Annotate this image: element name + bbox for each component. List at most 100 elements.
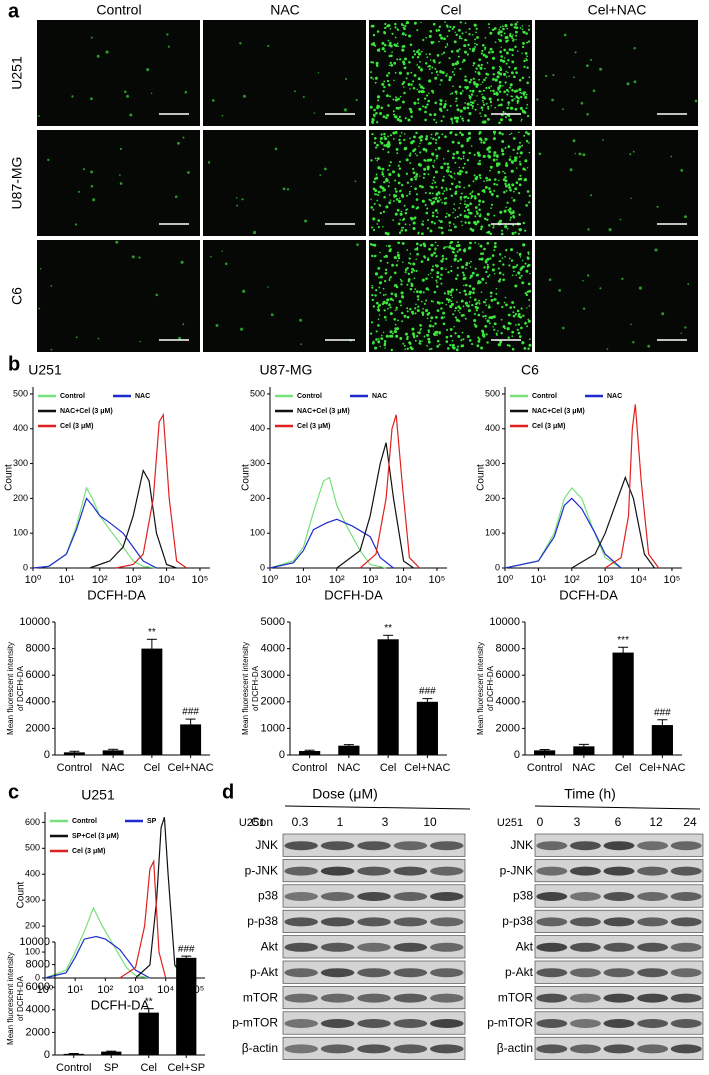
cell-dot [494, 106, 496, 109]
significance-label: *** [617, 635, 629, 646]
cell-dot [391, 332, 394, 335]
cell-dot [654, 248, 658, 252]
cell-dot [440, 316, 444, 320]
cell-dot [501, 98, 504, 101]
cell-dot [477, 103, 479, 106]
cell-dot [499, 260, 502, 262]
cell-dot [374, 272, 379, 276]
cell-dot [374, 44, 377, 47]
cell-dot [457, 309, 460, 312]
cell-dot [438, 343, 441, 346]
cell-dot [371, 226, 374, 229]
cell-dot [396, 253, 400, 258]
cell-dot [504, 147, 507, 149]
cell-dot [401, 296, 404, 299]
cell-dot [558, 289, 562, 292]
y-tick-label: 0 [44, 1049, 50, 1061]
cell-dot [461, 32, 464, 35]
cell-dot [503, 32, 506, 35]
cell-dot [507, 336, 510, 339]
cell-dot [633, 80, 637, 84]
cell-dot [464, 200, 466, 202]
cell-dot [451, 339, 454, 342]
cell-dot [523, 134, 526, 137]
cell-dot [485, 298, 487, 301]
cell-dot [481, 252, 485, 255]
cell-dot [524, 169, 527, 171]
cell-dot [475, 309, 478, 312]
cell-dot [456, 250, 459, 253]
cell-dot [395, 96, 398, 99]
cell-dot [399, 58, 402, 61]
cell-dot [478, 299, 480, 302]
cell-dot [412, 171, 416, 175]
cell-dot [451, 302, 454, 306]
cell-dot [498, 80, 502, 84]
cell-dot [408, 34, 412, 38]
cell-dot [450, 117, 453, 121]
cell-dot [427, 273, 430, 276]
cell-dot [374, 254, 377, 258]
x-tick-label: 10³ [125, 574, 141, 586]
y-axis-label: Count [4, 464, 15, 491]
cell-dot [471, 190, 474, 192]
cell-dot [459, 196, 463, 199]
cell-dot [515, 30, 518, 34]
cell-dot [395, 285, 399, 289]
cell-dot [377, 190, 381, 194]
cell-dot [119, 182, 123, 185]
cell-dot [459, 311, 461, 314]
cell-dot [444, 215, 447, 218]
cell-dot [457, 260, 460, 263]
x-tick-label: 10⁰ [37, 984, 54, 996]
cell-dot [416, 88, 419, 91]
cell-dot [424, 118, 427, 122]
cell-dot [443, 162, 446, 165]
cell-dot [476, 43, 478, 46]
cell-dot [388, 54, 392, 58]
cell-dot [477, 192, 480, 196]
cell-dot [454, 316, 458, 319]
cell-dot [401, 320, 404, 323]
cell-dot [548, 278, 552, 282]
column-label: Cel [440, 2, 461, 18]
cell-dot [498, 342, 502, 346]
cell-dot [498, 278, 502, 281]
cell-dot [404, 268, 408, 271]
cell-dot [452, 25, 456, 29]
cell-dots [47, 136, 190, 226]
cell-dot [436, 244, 439, 247]
cell-dot [524, 178, 527, 181]
cell-dot [411, 267, 415, 271]
cell-dot [387, 104, 390, 107]
cell-dot [38, 307, 41, 310]
cell-dot [461, 344, 465, 348]
cell-dot [518, 253, 522, 257]
cell-dot [526, 103, 529, 106]
cell-dot [500, 55, 504, 58]
histogram-curve [269, 476, 387, 569]
cell-dot [517, 50, 519, 52]
cell-dot [454, 209, 457, 211]
y-axis-label: Count [476, 464, 487, 491]
cell-dot [383, 279, 387, 283]
cell-dot [489, 291, 493, 295]
cell-dot [482, 103, 486, 106]
cell-dot [499, 340, 503, 344]
cell-dot [425, 308, 429, 313]
cell-dot [454, 225, 457, 229]
cell-dot [489, 89, 492, 92]
cell-dot [528, 343, 532, 347]
y-tick-label: 0 [23, 562, 28, 572]
cell-dot [431, 186, 434, 189]
cell-dot [445, 303, 448, 306]
cell-dot [426, 317, 429, 320]
blot-band [393, 841, 428, 851]
cell-dot [520, 307, 523, 310]
x-tick-label: 10⁴ [630, 574, 647, 586]
cell-dot [393, 61, 397, 65]
cell-dot [374, 137, 377, 140]
cell-dot [510, 248, 513, 252]
cell-dot [379, 211, 382, 215]
cell-dot [416, 206, 420, 209]
